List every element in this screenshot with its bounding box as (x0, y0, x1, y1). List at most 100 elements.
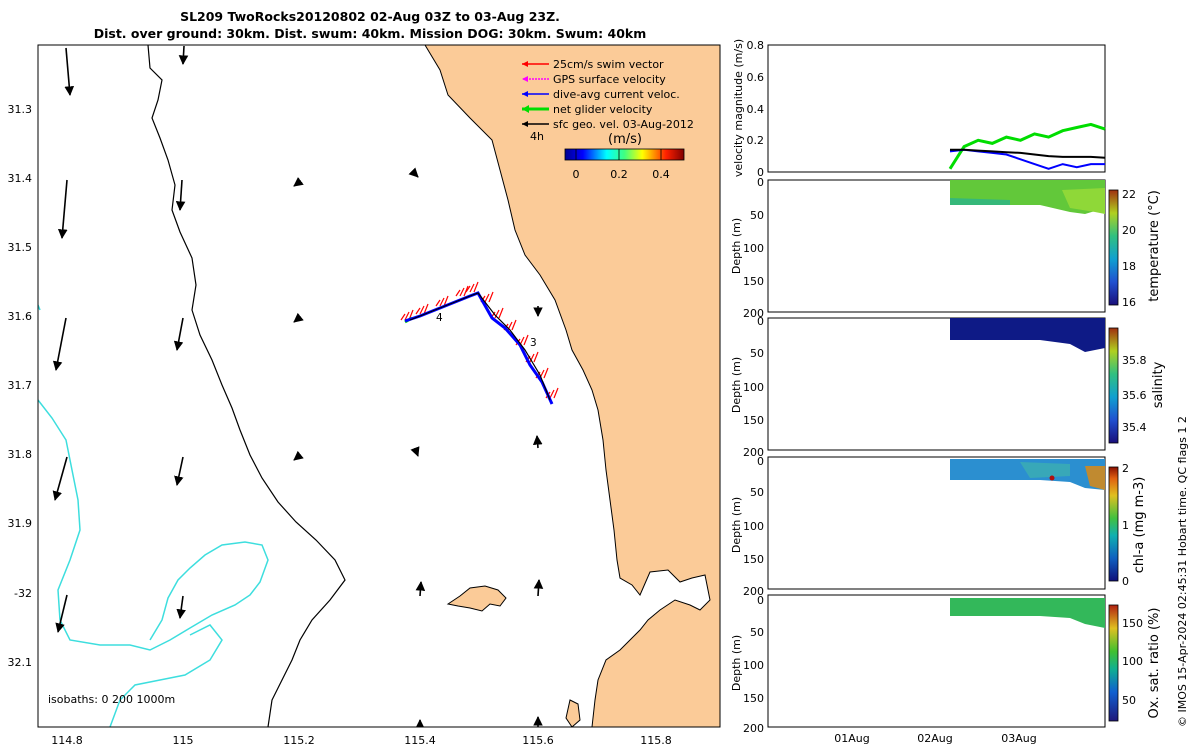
lat-tick: 31.9 (8, 517, 33, 530)
vel-ytick: 0.4 (747, 103, 765, 116)
island (446, 585, 507, 612)
map-lat-axis: 31.3 31.4 31.5 31.6 31.7 31.8 31.9 -32 3… (8, 103, 33, 669)
depth-tick: 200 (743, 722, 764, 735)
legend-label-swim: 25cm/s swim vector (553, 58, 664, 71)
lat-tick: -32 (14, 587, 32, 600)
lat-tick: 31.5 (8, 241, 33, 254)
geo-arrow (533, 579, 544, 597)
map-colorbar-title: (m/s) (608, 132, 642, 147)
isobath-1000-b (109, 624, 223, 727)
map-panel: 4 3 isobaths: 0 200 1000m 25cm/s swim ve… (38, 45, 720, 727)
salinity-section (950, 318, 1105, 352)
oxygen-frame (767, 594, 1106, 728)
geo-arrow (410, 446, 420, 457)
depth-tick: 0 (757, 315, 764, 328)
swim-vector (415, 307, 421, 315)
geostrophic-arrows (52, 45, 544, 727)
depth-tick: 100 (743, 520, 764, 533)
velocity-ylabel: velocity magnitude (m/s) (732, 39, 745, 177)
lon-tick: 115.4 (404, 734, 436, 747)
legend-label-net: net glider velocity (553, 103, 653, 116)
chla-max-point (1049, 475, 1055, 481)
swim-vector (533, 351, 539, 363)
lat-tick: 32.1 (8, 656, 33, 669)
depth-tick: 150 (743, 275, 764, 288)
swim-vector (553, 387, 559, 399)
lon-tick: 115.6 (522, 734, 554, 747)
swim-vector (529, 353, 535, 363)
temperature-section-cool (950, 198, 1010, 205)
lat-tick: 31.6 (8, 310, 33, 323)
temperature-panel: 0 50 100 150 200 Depth (m) 22 20 18 16 t… (730, 176, 1162, 320)
chla-cbar-tick: 2 (1122, 462, 1129, 475)
swim-vector (511, 319, 517, 331)
chla-panel: 0 50 100 150 200 Depth (m) 2 1 0 chl-a (… (730, 455, 1147, 598)
geo-arrow (532, 435, 543, 449)
swim-vector (473, 281, 479, 293)
lat-tick: 31.3 (8, 103, 33, 116)
depth-tick: 50 (750, 486, 764, 499)
swim-vector (419, 305, 425, 315)
vel-ytick: 0.2 (747, 134, 765, 147)
timestep-label: 4h (530, 130, 544, 143)
depth-tick: 0 (757, 455, 764, 468)
legend-arrowhead (522, 76, 528, 82)
chla-cbar-tick: 0 (1122, 575, 1129, 588)
swim-vector (498, 307, 504, 319)
swim-vector (455, 289, 461, 297)
map-legend: 25cm/s swim vector GPS surface velocity … (522, 58, 694, 181)
temperature-cbar-tick: 18 (1122, 260, 1136, 273)
depth-tick: 0 (757, 176, 764, 189)
track-label-3: 3 (530, 337, 537, 349)
temperature-cbar-tick: 20 (1122, 224, 1136, 237)
chla-colorbar (1108, 466, 1119, 582)
depth-tick: 50 (750, 347, 764, 360)
chla-cbar-tick: 1 (1122, 519, 1129, 532)
legend-label-gps: GPS surface velocity (553, 73, 666, 86)
oxygen-colorbar (1108, 604, 1119, 722)
temperature-colorbar (1108, 189, 1119, 306)
map-frame (37, 44, 721, 728)
depth-tick: 50 (750, 626, 764, 639)
oxygen-panel: 0 50 100 150 200 Depth (m) 150 100 50 Ox… (730, 594, 1162, 735)
temperature-cbar-tick: 22 (1122, 188, 1136, 201)
depth-tick: 150 (743, 414, 764, 427)
map-cbar-tick-label: 0 (573, 168, 580, 181)
isobath-1000-a (38, 399, 269, 651)
depth-tick: 150 (743, 553, 764, 566)
depth-tick: 150 (743, 692, 764, 705)
chla-ylabel: Depth (m) (730, 497, 743, 553)
lat-tick: 31.8 (8, 448, 33, 461)
depth-tick: 200 (743, 446, 764, 459)
oxygen-cbar-label: Ox. sat. ratio (%) (1147, 608, 1162, 719)
chla-section-patch (1020, 462, 1070, 478)
small-island (565, 699, 581, 727)
swim-vector (543, 367, 549, 379)
depth-tick: 100 (743, 381, 764, 394)
legend-label-geo: sfc geo. vel. 03-Aug-2012 (553, 118, 694, 131)
lat-tick: 31.4 (8, 172, 33, 185)
lon-tick: 115.2 (283, 734, 315, 747)
salinity-colorbar (1108, 327, 1119, 444)
geo-arrow (293, 450, 304, 461)
swim-vector (400, 313, 406, 321)
isobaths-label: isobaths: 0 200 1000m (48, 693, 175, 706)
depth-tick: 200 (743, 307, 764, 320)
depth-tick: 0 (757, 594, 764, 607)
credit-text: © IMOS 15-Apr-2024 02:45:31 Hobart time.… (1176, 416, 1189, 727)
geo-arrow (415, 581, 426, 597)
swim-vector (423, 303, 429, 315)
salinity-cbar-tick: 35.8 (1122, 354, 1147, 367)
map-cbar-tick-label: 0.4 (652, 168, 670, 181)
swim-vector (443, 295, 449, 307)
swim-vector (435, 299, 441, 307)
velocity-frame (767, 44, 1106, 173)
legend-arrowhead (522, 121, 528, 127)
geo-arrow (178, 45, 189, 65)
geo-arrow (55, 594, 68, 633)
lat-tick: 31.7 (8, 379, 33, 392)
oxygen-cbar-tick: 50 (1122, 694, 1136, 707)
oxygen-ylabel: Depth (m) (730, 635, 743, 691)
map-colorbar (564, 148, 685, 161)
